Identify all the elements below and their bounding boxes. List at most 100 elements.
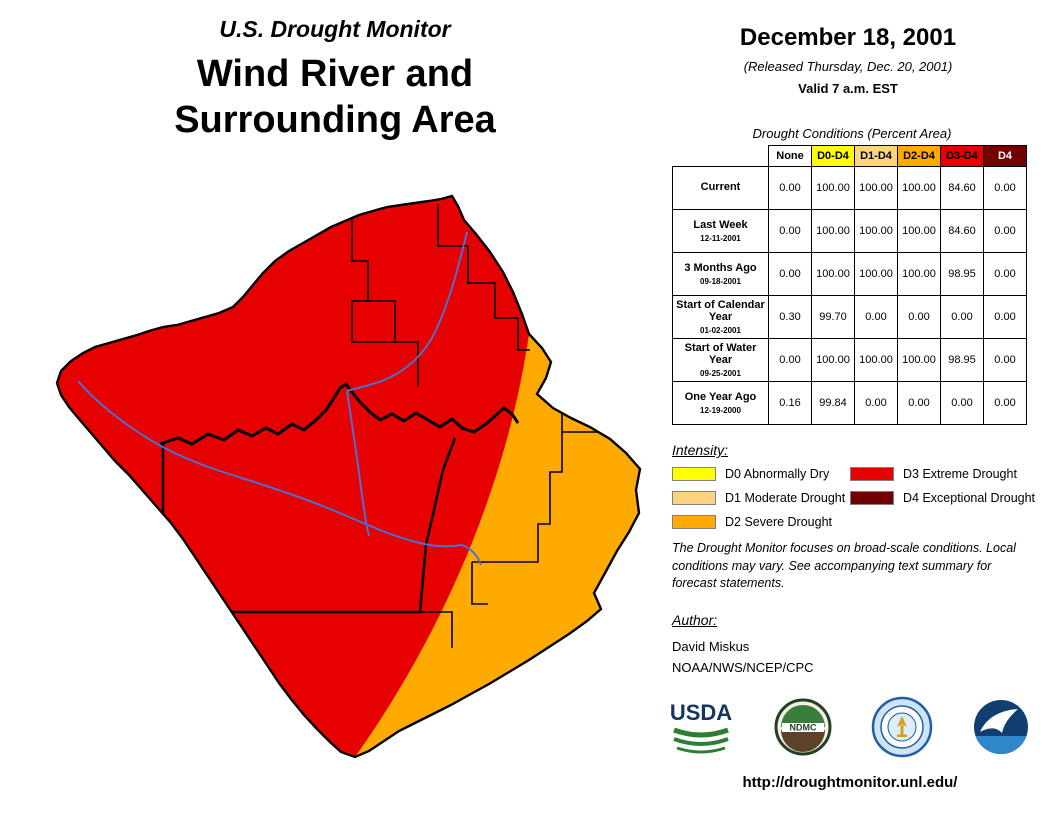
svg-text:USDA: USDA bbox=[670, 700, 732, 725]
usda-logo: USDA bbox=[670, 700, 732, 754]
legend-title: Intensity: bbox=[672, 442, 729, 458]
table-cell: 98.95 bbox=[940, 252, 984, 296]
table-cell: 0.00 bbox=[768, 338, 812, 382]
agency-logos: USDA NDMC bbox=[668, 696, 1030, 758]
area-title-line2: Surrounding Area bbox=[174, 99, 496, 142]
table-row-current: Current 0.00 100.00 100.00 100.00 84.60 … bbox=[672, 166, 1027, 210]
legend-label: D3 Extreme Drought bbox=[903, 467, 1017, 481]
legend-label: D4 Exceptional Drought bbox=[903, 491, 1036, 505]
date-block: December 18, 2001 (Released Thursday, De… bbox=[662, 24, 1034, 96]
table-cell: 100.00 bbox=[897, 252, 941, 296]
legend-item-d2: D2 Severe Drought bbox=[672, 515, 850, 529]
table-cell: 0.16 bbox=[768, 381, 812, 425]
county-boundary-line bbox=[437, 204, 530, 351]
table-cell: 84.60 bbox=[940, 166, 984, 210]
table-cell: 100.00 bbox=[854, 338, 898, 382]
legend-label: D1 Moderate Drought bbox=[725, 491, 846, 505]
legend-item-d3: D3 Extreme Drought bbox=[850, 467, 1035, 481]
county-boundary-line bbox=[420, 611, 453, 648]
col-header-none: None bbox=[768, 145, 812, 167]
table-cell: 0.00 bbox=[983, 252, 1027, 296]
legend-label: D2 Severe Drought bbox=[725, 515, 833, 529]
table-cell: 100.00 bbox=[854, 166, 898, 210]
d3-swatch bbox=[850, 467, 894, 481]
table-cell: 100.00 bbox=[811, 166, 855, 210]
d1-swatch bbox=[672, 491, 716, 505]
table-cell: 0.00 bbox=[768, 252, 812, 296]
monitor-title: U.S. Drought Monitor bbox=[219, 16, 451, 42]
website-url: http://droughtmonitor.unl.edu/ bbox=[742, 774, 958, 791]
drought-conditions-table: None D0-D4 D1-D4 D2-D4 D3-D4 D4 Current … bbox=[672, 145, 1027, 425]
d4-swatch bbox=[850, 491, 894, 505]
table-cell: 99.70 bbox=[811, 295, 855, 339]
county-boundary-line bbox=[352, 341, 419, 386]
table-cell: 0.00 bbox=[983, 295, 1027, 339]
table-cell: 0.00 bbox=[983, 166, 1027, 210]
col-header-d2d4: D2-D4 bbox=[897, 145, 941, 167]
col-header-d1d4: D1-D4 bbox=[854, 145, 898, 167]
table-cell: 0.00 bbox=[897, 295, 941, 339]
col-header-d3d4: D3-D4 bbox=[940, 145, 984, 167]
noaa-logo bbox=[973, 700, 1028, 755]
county-boundary-line bbox=[352, 300, 396, 343]
row-label: Start of Calendar Year 01-02-2001 bbox=[672, 295, 769, 339]
report-date: December 18, 2001 bbox=[739, 24, 957, 51]
reservation-boundary-line bbox=[159, 381, 520, 446]
table-cell: 98.95 bbox=[940, 338, 984, 382]
table-cell: 100.00 bbox=[897, 209, 941, 253]
d2-swatch bbox=[672, 515, 716, 529]
legend-label: D0 Abnormally Dry bbox=[725, 467, 830, 481]
legend-item-d4: D4 Exceptional Drought bbox=[850, 491, 1035, 505]
table-cell: 0.00 bbox=[983, 381, 1027, 425]
title-block: U.S. Drought Monitor Wind River and Surr… bbox=[105, 16, 565, 144]
table-row-one-year-ago: One Year Ago 12-19-2000 0.16 99.84 0.00 … bbox=[672, 381, 1027, 425]
row-label: Last Week 12-11-2001 bbox=[672, 209, 769, 253]
table-row-3-months-ago: 3 Months Ago 09-18-2001 0.00 100.00 100.… bbox=[672, 252, 1027, 296]
commerce-seal-logo bbox=[872, 696, 933, 758]
table-cell: 100.00 bbox=[811, 252, 855, 296]
d3-extreme-region bbox=[57, 196, 640, 757]
table-corner-cell bbox=[672, 145, 769, 167]
legend-item-d0: D0 Abnormally Dry bbox=[672, 467, 850, 481]
area-title-line1: Wind River and bbox=[196, 53, 474, 95]
table-header-row: None D0-D4 D1-D4 D2-D4 D3-D4 D4 bbox=[672, 145, 1027, 167]
released-date: (Released Thursday, Dec. 20, 2001) bbox=[743, 59, 953, 74]
table-cell: 100.00 bbox=[897, 166, 941, 210]
author-name: David Miskus bbox=[672, 639, 750, 654]
table-row-start-calendar-year: Start of Calendar Year 01-02-2001 0.30 9… bbox=[672, 295, 1027, 339]
table-cell: 0.00 bbox=[854, 381, 898, 425]
basin-outline bbox=[55, 194, 642, 759]
row-label: 3 Months Ago 09-18-2001 bbox=[672, 252, 769, 296]
col-header-d0d4: D0-D4 bbox=[811, 145, 855, 167]
table-cell: 0.00 bbox=[768, 209, 812, 253]
row-label: Start of Water Year 09-25-2001 bbox=[672, 338, 769, 382]
county-boundary-line bbox=[471, 562, 488, 605]
table-cell: 0.00 bbox=[768, 166, 812, 210]
area-title: Wind River and Surrounding Area bbox=[105, 51, 565, 144]
row-label: One Year Ago 12-19-2000 bbox=[672, 381, 769, 425]
county-boundary-line bbox=[351, 219, 369, 342]
table-cell: 100.00 bbox=[811, 338, 855, 382]
drought-conditions-section: Drought Conditions (Percent Area) None D… bbox=[672, 126, 1032, 425]
table-cell: 99.84 bbox=[811, 381, 855, 425]
county-boundary-line bbox=[472, 432, 563, 563]
river-line bbox=[346, 231, 468, 392]
county-boundary-line bbox=[537, 393, 598, 433]
table-title: Drought Conditions (Percent Area) bbox=[752, 126, 952, 141]
table-cell: 0.00 bbox=[940, 295, 984, 339]
table-cell: 100.00 bbox=[854, 209, 898, 253]
table-cell: 0.00 bbox=[983, 209, 1027, 253]
reservation-boundary-line bbox=[161, 437, 457, 614]
ndmc-logo: NDMC bbox=[774, 698, 832, 756]
intensity-legend: Intensity: D0 Abnormally Dry D1 Moderate… bbox=[672, 442, 1044, 529]
svg-text:NDMC: NDMC bbox=[789, 723, 816, 733]
author-organization: NOAA/NWS/NCEP/CPC bbox=[672, 659, 814, 675]
legend-item-d1: D1 Moderate Drought bbox=[672, 491, 850, 505]
table-cell: 0.00 bbox=[897, 381, 941, 425]
row-label: Current bbox=[672, 166, 769, 210]
table-row-start-water-year: Start of Water Year 09-25-2001 0.00 100.… bbox=[672, 338, 1027, 382]
author-block: Author: David Miskus NOAA/NWS/NCEP/CPC bbox=[672, 612, 814, 679]
river-line bbox=[77, 380, 482, 566]
table-cell: 100.00 bbox=[811, 209, 855, 253]
table-cell: 0.00 bbox=[854, 295, 898, 339]
